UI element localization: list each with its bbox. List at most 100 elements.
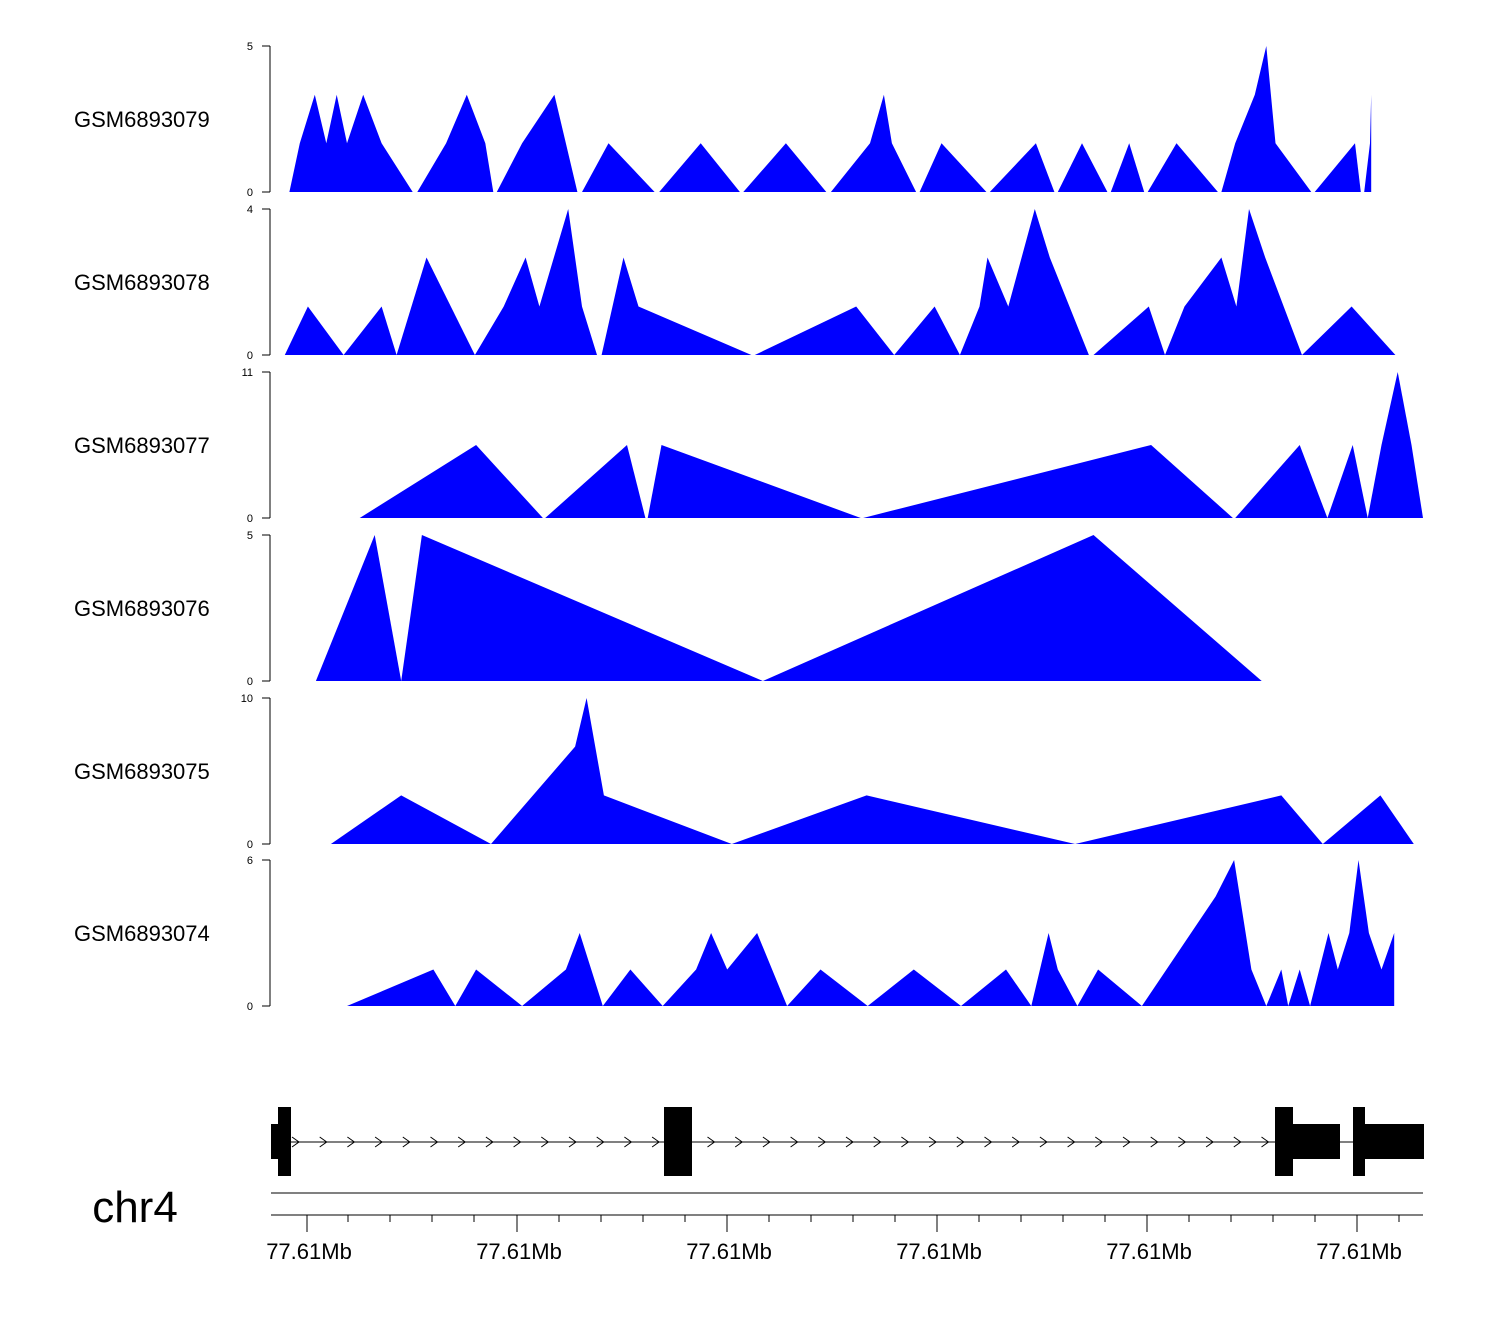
strand-chevron	[568, 1136, 577, 1148]
y-tick-label: 5	[247, 530, 253, 542]
strand-chevron	[873, 1136, 882, 1148]
coverage-area	[659, 143, 740, 192]
coverage-area	[1367, 372, 1423, 518]
coverage-area	[315, 535, 402, 681]
coverage-area	[1077, 969, 1142, 1006]
coverage-area	[1165, 209, 1302, 355]
coverage-area	[830, 94, 917, 192]
coverage-area	[289, 94, 413, 192]
x-tick-label: 77.61Mb	[1316, 1239, 1402, 1264]
coverage-area	[647, 445, 861, 518]
coverage-area	[1141, 860, 1267, 1006]
track-label: GSM6893076	[74, 596, 210, 621]
strand-chevron	[1205, 1136, 1214, 1148]
coverage-area	[754, 306, 895, 355]
coverage-area	[1110, 143, 1145, 192]
coverage-area	[284, 306, 344, 355]
coverage-area	[1322, 795, 1414, 844]
y-tick-label: 0	[247, 1001, 253, 1013]
y-tick-label: 0	[247, 187, 253, 199]
strand-chevron	[1067, 1136, 1076, 1148]
strand-chevron	[901, 1136, 910, 1148]
coverage-area	[330, 795, 491, 844]
coverage-area	[961, 969, 1032, 1006]
track-label: GSM6893075	[74, 759, 210, 784]
strand-chevron	[1095, 1136, 1104, 1148]
genome-axis: 77.61Mb 77.61Mb 77.61Mb 77.61Mb 77.61Mb 77.61…	[266, 1192, 1423, 1264]
coverage-area	[989, 143, 1055, 192]
coverage-area	[396, 257, 475, 355]
coverage-area	[496, 94, 578, 192]
strand-chevron	[1011, 1136, 1021, 1148]
coverage-area	[522, 933, 603, 1006]
strand-chevron	[374, 1136, 383, 1148]
strand-chevron	[1150, 1136, 1159, 1148]
coverage-area	[417, 94, 494, 192]
coverage-area	[1235, 445, 1328, 518]
track-GSM6893077: GSM6893077 0 11	[74, 367, 1423, 525]
track-GSM6893079: GSM6893079 0 5	[74, 41, 1372, 199]
strand-chevron	[457, 1136, 467, 1148]
exon-block	[1275, 1107, 1293, 1176]
strand-chevron	[790, 1136, 799, 1148]
track-label: GSM6893077	[74, 433, 210, 458]
strand-chevron	[928, 1136, 937, 1148]
track-GSM6893078: GSM6893078 0 4	[74, 204, 1396, 362]
exon-block	[1353, 1107, 1365, 1176]
x-tick-label: 77.61Mb	[896, 1239, 982, 1264]
track-label: GSM6893079	[74, 107, 210, 132]
coverage-area	[959, 209, 1089, 355]
coverage-area	[491, 698, 732, 844]
strand-arrows	[291, 1136, 1270, 1148]
strand-chevron	[319, 1136, 328, 1148]
x-tick-label: 77.61Mb	[476, 1239, 562, 1264]
x-tick-label: 77.61Mb	[686, 1239, 772, 1264]
strand-chevron	[402, 1136, 411, 1148]
coverage-area	[863, 445, 1233, 518]
exon-block	[278, 1107, 291, 1176]
coverage-area	[582, 143, 655, 192]
coverage-area	[894, 306, 960, 355]
strand-chevron	[818, 1136, 827, 1148]
strand-chevron	[1261, 1136, 1270, 1148]
strand-chevron	[1122, 1136, 1131, 1148]
coverage-area	[787, 969, 868, 1006]
strand-chevron	[984, 1136, 993, 1148]
strand-chevron	[541, 1136, 550, 1148]
strand-chevron	[762, 1136, 771, 1148]
track-GSM6893074: GSM6893074 0 6	[74, 855, 1395, 1013]
coverage-area	[1147, 143, 1218, 192]
coverage-area	[343, 306, 397, 355]
coverage-area	[1031, 933, 1078, 1006]
strand-chevron	[347, 1136, 356, 1148]
strand-chevron	[651, 1136, 660, 1148]
x-axis-ticks: 77.61Mb 77.61Mb 77.61Mb 77.61Mb 77.61Mb 77.61…	[266, 1215, 1402, 1264]
y-tick-label: 0	[247, 513, 253, 525]
y-tick-label: 11	[242, 367, 253, 379]
coverage-area	[401, 535, 763, 681]
y-tick-label: 6	[247, 855, 253, 867]
coverage-area	[919, 143, 987, 192]
gene-model-track	[271, 1107, 1424, 1176]
coverage-area	[762, 535, 1262, 681]
y-tick-label: 4	[247, 204, 253, 216]
coverage-area	[743, 143, 827, 192]
coverage-area	[1327, 445, 1368, 518]
coverage-area	[1310, 860, 1395, 1006]
coverage-tracks: GSM689307905GSM689307804GSM6893077011GSM…	[74, 41, 1423, 1013]
coverage-area	[1093, 306, 1165, 355]
coverage-area	[602, 969, 663, 1006]
track-label: GSM6893074	[74, 921, 210, 946]
coverage-area	[601, 257, 752, 355]
strand-chevron	[596, 1136, 605, 1148]
strand-chevron	[1039, 1136, 1048, 1148]
coverage-area	[867, 969, 961, 1006]
coverage-area	[1314, 143, 1361, 192]
coverage-area	[347, 969, 456, 1006]
y-tick-label: 0	[247, 839, 253, 851]
strand-chevron	[956, 1136, 965, 1148]
track-GSM6893075: GSM6893075 0 10	[74, 693, 1414, 851]
y-tick-label: 0	[247, 676, 253, 688]
chromosome-label: chr4	[92, 1183, 178, 1232]
